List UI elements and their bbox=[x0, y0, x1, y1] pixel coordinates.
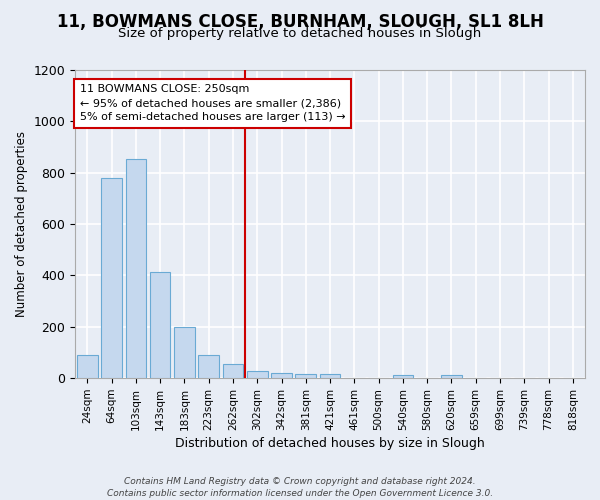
Y-axis label: Number of detached properties: Number of detached properties bbox=[15, 131, 28, 317]
Bar bbox=[320, 374, 340, 378]
Text: Size of property relative to detached houses in Slough: Size of property relative to detached ho… bbox=[118, 28, 482, 40]
Bar bbox=[174, 327, 195, 378]
Bar bbox=[247, 370, 268, 378]
Bar bbox=[125, 158, 146, 378]
Bar bbox=[199, 355, 219, 378]
Text: 11, BOWMANS CLOSE, BURNHAM, SLOUGH, SL1 8LH: 11, BOWMANS CLOSE, BURNHAM, SLOUGH, SL1 … bbox=[56, 12, 544, 30]
Bar bbox=[101, 178, 122, 378]
Text: Contains HM Land Registry data © Crown copyright and database right 2024.
Contai: Contains HM Land Registry data © Crown c… bbox=[107, 476, 493, 498]
Bar bbox=[392, 375, 413, 378]
Text: 11 BOWMANS CLOSE: 250sqm
← 95% of detached houses are smaller (2,386)
5% of semi: 11 BOWMANS CLOSE: 250sqm ← 95% of detach… bbox=[80, 84, 346, 122]
Bar bbox=[271, 373, 292, 378]
Bar bbox=[223, 364, 243, 378]
Bar bbox=[77, 355, 98, 378]
Bar bbox=[441, 375, 462, 378]
X-axis label: Distribution of detached houses by size in Slough: Distribution of detached houses by size … bbox=[175, 437, 485, 450]
Bar bbox=[150, 272, 170, 378]
Bar bbox=[295, 374, 316, 378]
